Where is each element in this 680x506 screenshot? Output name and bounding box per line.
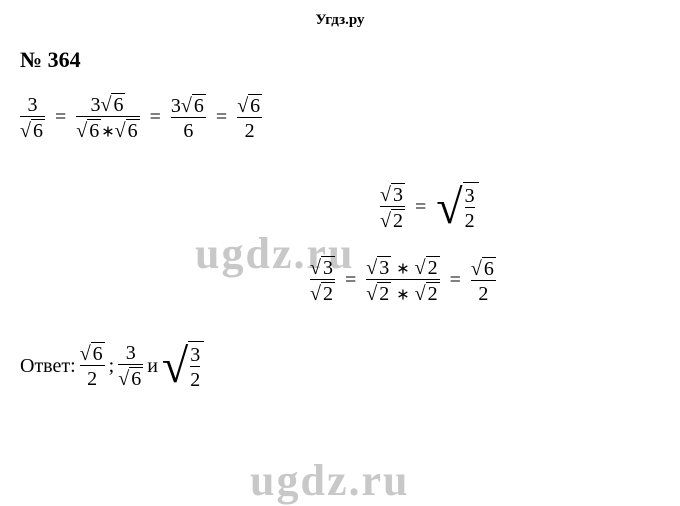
sqrt-expression: √ 3 2	[162, 341, 204, 391]
sqrt-sign: √	[415, 283, 426, 305]
denominator: 2	[237, 117, 262, 142]
numerator: 3	[20, 94, 45, 116]
fraction: 3 √6	[118, 342, 143, 390]
radicand: 6	[482, 257, 496, 280]
sqrt-sign: √	[310, 257, 321, 279]
sqrt-sign: √	[380, 210, 391, 232]
equation-line-3: √3 √2 = √3 ∗ √2 √2 ∗ √2 = √6 2	[310, 256, 660, 305]
sqrt-sign: √	[100, 94, 111, 116]
numerator: √3	[310, 256, 335, 279]
multiply-sign: ∗	[396, 261, 409, 278]
radicand: 2	[321, 282, 335, 305]
sqrt-sign: √	[20, 120, 31, 142]
equals-sign: =	[216, 106, 227, 129]
numerator: 3	[190, 344, 200, 366]
denominator: 2	[471, 280, 496, 305]
equals-sign: =	[150, 106, 161, 129]
radicand: 6	[31, 119, 45, 142]
sqrt-sign: √	[80, 343, 91, 365]
numerator: √3	[380, 183, 405, 206]
radicand: 6	[248, 94, 262, 117]
equation-line-2: √3 √2 = √ 3 2	[380, 182, 660, 232]
radicand: 3	[391, 183, 405, 206]
equation-line-1: 3 √6 = 3√6 √6∗√6 = 3√6 6 = √6 2	[20, 93, 660, 142]
denominator: 2	[80, 365, 105, 390]
sqrt-sign: √	[471, 258, 482, 280]
sqrt-sign: √	[181, 95, 192, 117]
radicand: 6	[87, 119, 101, 142]
sqrt-sign: √	[162, 345, 188, 395]
problem-number: № 364	[20, 47, 660, 73]
sqrt-sign: √	[76, 120, 87, 142]
fraction: √3 √2	[310, 256, 335, 305]
radicand: 2	[426, 282, 440, 305]
radicand: 6	[126, 119, 140, 142]
site-header: Угдз.ру	[20, 12, 660, 29]
sqrt-sign: √	[366, 283, 377, 305]
numerator: √6	[80, 342, 105, 365]
numerator: 3√6	[76, 93, 139, 116]
answer-label: Ответ:	[20, 355, 76, 378]
numerator: √3 ∗ √2	[366, 256, 439, 279]
denominator: √6	[118, 364, 143, 390]
fraction: 3 2	[190, 344, 200, 391]
sqrt-sign: √	[366, 257, 377, 279]
denominator: √6∗√6	[76, 116, 139, 142]
fraction: √6 2	[471, 257, 496, 305]
answer-line: Ответ: √6 2 ; 3 √6 и √ 3 2	[20, 341, 660, 391]
sqrt-sign: √	[237, 95, 248, 117]
multiply-sign: ∗	[101, 124, 114, 141]
denominator: 2	[190, 366, 200, 391]
radicand: 3	[377, 256, 391, 279]
fraction: 3 2	[465, 185, 475, 232]
radicand: 6	[129, 367, 143, 390]
watermark-text: ugdz.ru	[250, 455, 409, 506]
equals-sign: =	[450, 269, 461, 292]
fraction: √6 2	[237, 94, 262, 142]
separator: и	[147, 355, 158, 378]
fraction: 3√6 6	[171, 94, 206, 142]
numerator: √6	[237, 94, 262, 117]
denominator: 6	[171, 117, 206, 142]
radicand: 6	[91, 342, 105, 365]
radicand: 2	[377, 282, 391, 305]
coefficient: 3	[171, 95, 181, 117]
multiply-sign: ∗	[396, 287, 409, 304]
denominator: 2	[465, 207, 475, 232]
numerator: 3	[465, 185, 475, 207]
sqrt-expression: √ 3 2	[436, 182, 478, 232]
sqrt-sign: √	[415, 257, 426, 279]
sqrt-sign: √	[118, 368, 129, 390]
radicand: 3 2	[463, 182, 479, 232]
equals-sign: =	[415, 196, 426, 219]
fraction: √3 √2	[380, 183, 405, 232]
sqrt-sign: √	[380, 184, 391, 206]
numerator: 3√6	[171, 94, 206, 117]
equals-sign: =	[345, 269, 356, 292]
equals-sign: =	[55, 106, 66, 129]
fraction: √3 ∗ √2 √2 ∗ √2	[366, 256, 439, 305]
fraction: √6 2	[80, 342, 105, 390]
radicand: 6	[192, 94, 206, 117]
denominator: √2	[380, 206, 405, 232]
numerator: 3	[118, 342, 143, 364]
radicand: 2	[391, 209, 405, 232]
sqrt-sign: √	[436, 186, 462, 236]
sqrt-sign: √	[310, 283, 321, 305]
radicand: 2	[426, 256, 440, 279]
coefficient: 3	[90, 94, 100, 116]
fraction: 3√6 √6∗√6	[76, 93, 139, 142]
denominator: √2 ∗ √2	[366, 279, 439, 305]
radicand: 3 2	[188, 341, 204, 391]
separator: ;	[109, 355, 115, 378]
denominator: √2	[310, 279, 335, 305]
fraction: 3 √6	[20, 94, 45, 142]
radicand: 3	[321, 256, 335, 279]
numerator: √6	[471, 257, 496, 280]
denominator: √6	[20, 116, 45, 142]
sqrt-sign: √	[115, 120, 126, 142]
radicand: 6	[111, 93, 125, 116]
